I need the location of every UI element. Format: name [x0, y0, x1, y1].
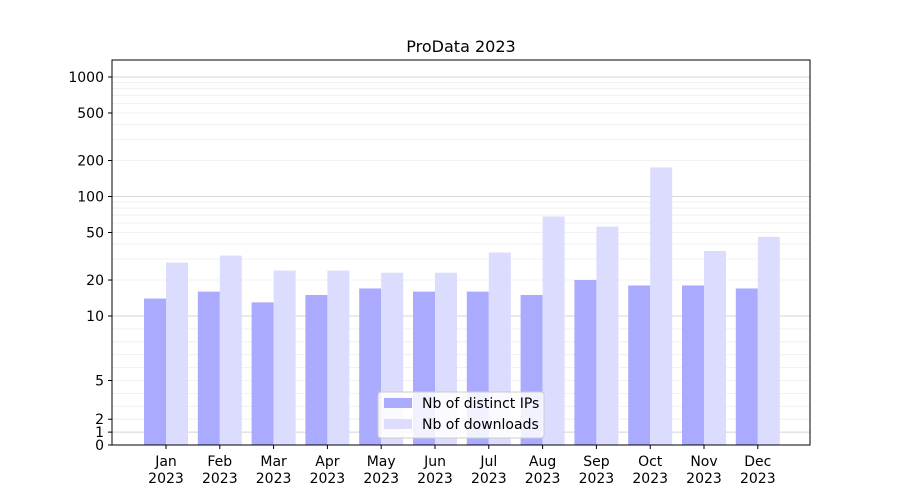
- legend-label-distinct-ips: Nb of distinct IPs: [422, 396, 539, 412]
- bar-downloads: [219, 255, 242, 445]
- bar-downloads: [327, 270, 350, 445]
- x-tick-label-month: Mar: [260, 454, 287, 470]
- y-tick-label: 10: [86, 309, 104, 325]
- x-tick-label-year: 2023: [202, 471, 238, 487]
- plot-frame: [111, 59, 811, 446]
- bar-downloads: [650, 167, 673, 445]
- x-tick-label-month: Sep: [583, 454, 610, 470]
- legend-box: [377, 391, 545, 439]
- x-tick-label-year: 2023: [256, 471, 292, 487]
- bar-distinct-ips: [735, 288, 758, 445]
- legend-label-downloads: Nb of downloads: [422, 417, 539, 433]
- x-tick-label-year: 2023: [579, 471, 615, 487]
- x-tick-label-month: Aug: [529, 454, 556, 470]
- y-tick-label: 0: [95, 438, 104, 454]
- y-axis: 012 5 10 20 50 100 200 500 1000: [68, 70, 112, 454]
- x-axis: Jan2023Feb2023Mar2023Apr2023May2023Jun20…: [148, 445, 776, 487]
- bar-downloads: [596, 226, 619, 445]
- y-tick-label: 200: [77, 154, 104, 170]
- x-tick-label-month: Feb: [207, 454, 232, 470]
- bar-distinct-ips: [628, 285, 651, 445]
- chart-title: ProData 2023: [406, 37, 515, 56]
- x-tick-label-year: 2023: [632, 471, 668, 487]
- x-tick-label-month: Jun: [423, 454, 446, 470]
- y-tick-label: 100: [77, 190, 104, 206]
- y-tick-label: 5: [95, 374, 104, 390]
- y-tick-label: 2: [95, 412, 104, 428]
- y-tick-label: 20: [86, 273, 104, 289]
- x-tick-label-year: 2023: [471, 471, 507, 487]
- bar-downloads: [273, 270, 296, 445]
- x-tick-label-month: Nov: [690, 454, 717, 470]
- bar-distinct-ips: [144, 298, 166, 445]
- x-tick-label-year: 2023: [417, 471, 453, 487]
- bar-distinct-ips: [574, 280, 597, 445]
- x-tick-label-month: Apr: [315, 454, 339, 470]
- y-tick-label: 1: [95, 425, 104, 441]
- x-tick-label-month: Oct: [638, 454, 663, 470]
- legend: Nb of distinct IPs Nb of downloads: [377, 391, 545, 439]
- x-tick-label-year: 2023: [525, 471, 561, 487]
- x-tick-label-month: Dec: [744, 454, 771, 470]
- x-tick-label-month: May: [367, 454, 396, 470]
- legend-swatch-distinct-ips: [384, 398, 412, 408]
- x-tick-label-year: 2023: [686, 471, 722, 487]
- x-tick-label-year: 2023: [148, 471, 184, 487]
- legend-swatch-downloads: [384, 419, 412, 429]
- x-tick-label-year: 2023: [310, 471, 346, 487]
- y-tick-label: 50: [86, 225, 104, 241]
- y-tick-label: 500: [77, 106, 104, 122]
- bar-distinct-ips: [305, 294, 328, 445]
- bar-distinct-ips: [359, 288, 382, 445]
- bar-distinct-ips: [197, 291, 220, 445]
- bar-distinct-ips: [251, 302, 274, 445]
- bar-distinct-ips: [682, 285, 704, 445]
- x-tick-label-month: Jul: [479, 454, 497, 470]
- x-tick-label-year: 2023: [740, 471, 776, 487]
- y-tick-label: 1000: [68, 70, 104, 86]
- x-tick-label-month: Jan: [154, 454, 177, 470]
- x-tick-label-year: 2023: [363, 471, 399, 487]
- bar-downloads: [166, 262, 188, 445]
- bar-downloads: [704, 250, 726, 445]
- bar-downloads: [542, 216, 565, 445]
- bar-downloads: [757, 236, 780, 445]
